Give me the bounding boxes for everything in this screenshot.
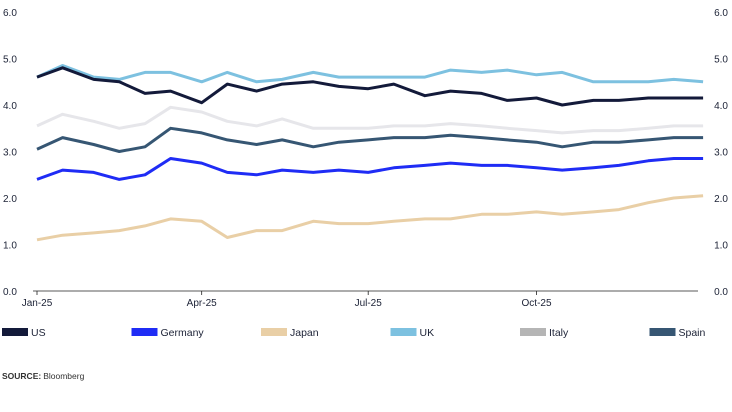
legend-swatch-uk	[390, 328, 417, 336]
legend-label-uk: UK	[420, 327, 435, 339]
x-tick-label: Oct-25	[522, 298, 552, 309]
y-tick-left: 6.0	[3, 8, 17, 19]
series-line-japan	[36, 194, 704, 242]
source-note: SOURCE: Bloomberg	[2, 371, 85, 381]
y-axis-right: 0.0 1.0 2.0 3.0 4.0 5.0 6.0	[714, 8, 728, 298]
series-line-uk	[36, 64, 704, 84]
x-tick-label: Apr-25	[187, 298, 217, 309]
series-lines	[36, 64, 704, 242]
legend-swatch-us	[2, 328, 28, 336]
legend-label-germany: Germany	[161, 327, 205, 339]
legend-swatch-germany	[131, 328, 158, 336]
series-line-italy	[36, 105, 704, 135]
y-axis-left: 0.0 1.0 2.0 3.0 4.0 5.0 6.0	[3, 8, 17, 298]
legend-swatch-italy	[520, 328, 546, 336]
legend-label-italy: Italy	[549, 327, 569, 339]
y-tick-left: 3.0	[3, 148, 17, 159]
legend-swatch-japan	[261, 328, 287, 336]
series-line-us	[36, 66, 704, 107]
series-line-germany	[36, 157, 704, 181]
y-tick-right: 4.0	[714, 101, 728, 112]
legend-label-us: US	[31, 327, 46, 339]
x-axis: Jan-25 Apr-25 Jul-25 Oct-25	[22, 290, 698, 309]
x-tick-label: Jan-25	[22, 298, 53, 309]
y-tick-left: 5.0	[3, 55, 17, 66]
y-tick-left: 4.0	[3, 101, 17, 112]
y-tick-left: 0.0	[3, 287, 17, 298]
y-tick-right: 0.0	[714, 287, 728, 298]
legend-label-japan: Japan	[290, 327, 319, 339]
legend-swatch-spain	[649, 328, 676, 336]
y-tick-left: 2.0	[3, 194, 17, 205]
y-tick-left: 1.0	[3, 241, 17, 252]
y-tick-right: 2.0	[714, 194, 728, 205]
legend-label-spain: Spain	[679, 327, 706, 339]
y-tick-right: 5.0	[714, 55, 728, 66]
series-line-spain	[36, 126, 704, 153]
y-tick-right: 3.0	[714, 148, 728, 159]
y-tick-right: 1.0	[714, 241, 728, 252]
legend: US Germany Japan UK Italy Spain	[2, 327, 706, 339]
y-tick-right: 6.0	[714, 8, 728, 19]
x-tick-label: Jul-25	[355, 298, 383, 309]
